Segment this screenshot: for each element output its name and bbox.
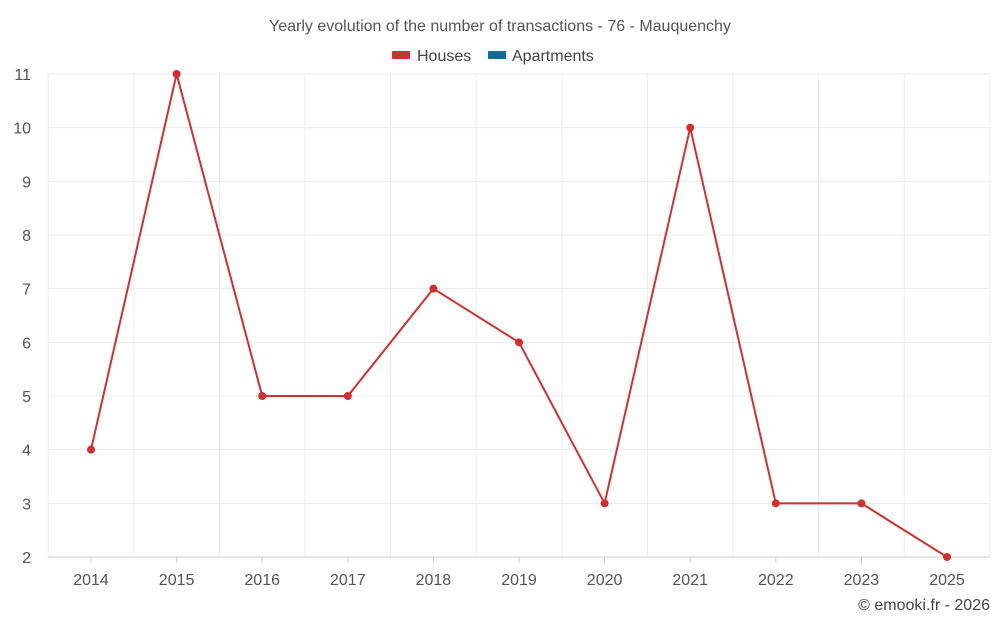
legend-label-houses[interactable]: Houses — [417, 48, 471, 65]
y-tick-label: 6 — [22, 335, 31, 352]
data-point[interactable] — [343, 392, 352, 400]
data-point[interactable] — [686, 123, 695, 132]
data-point[interactable] — [258, 392, 267, 400]
x-tick-label: 2016 — [244, 572, 280, 589]
data-point[interactable] — [515, 338, 523, 347]
x-tick-label: 2019 — [501, 572, 537, 589]
x-axis-ticks: 2014 2015 2016 2017 2018 2019 2020 2021 2022 2023… — [73, 557, 965, 589]
x-tick-label: 2022 — [758, 572, 794, 589]
y-tick-label: 9 — [22, 174, 31, 191]
grid — [47, 73, 991, 558]
y-tick-label: 5 — [22, 389, 31, 406]
x-tick-label: 2018 — [416, 572, 452, 589]
y-tick-label: 11 — [14, 67, 31, 84]
x-tick-label: 2023 — [844, 572, 880, 589]
data-point[interactable] — [172, 70, 181, 78]
data-point[interactable] — [600, 499, 609, 508]
x-tick-label: 2021 — [672, 572, 708, 589]
y-axis-ticks: 2 3 4 5 6 7 8 9 10 11 — [13, 67, 31, 567]
y-tick-label: 10 — [13, 121, 31, 138]
x-tick-label: 2015 — [159, 572, 195, 589]
x-tick-label: 2020 — [587, 572, 623, 589]
x-tick-label: 2025 — [929, 572, 965, 589]
legend-swatch-apartments[interactable] — [488, 51, 506, 59]
data-point[interactable] — [87, 445, 95, 454]
legend: Houses Apartments — [392, 48, 594, 65]
y-tick-label: 4 — [22, 443, 31, 460]
y-tick-label: 2 — [22, 550, 31, 567]
data-point[interactable] — [429, 284, 438, 293]
y-tick-label: 7 — [22, 282, 31, 299]
data-point[interactable] — [943, 553, 951, 561]
data-point[interactable] — [857, 499, 866, 508]
series-houses — [87, 70, 951, 561]
credit-text: © emooki.fr - 2026 — [858, 597, 990, 614]
legend-label-apartments[interactable]: Apartments — [512, 48, 594, 65]
x-tick-label: 2017 — [330, 572, 366, 589]
legend-swatch-houses[interactable] — [392, 51, 410, 59]
x-tick-label: 2014 — [73, 572, 109, 589]
y-tick-label: 3 — [22, 496, 31, 513]
chart-title: Yearly evolution of the number of transa… — [269, 18, 731, 35]
data-point[interactable] — [771, 499, 780, 508]
y-tick-label: 8 — [22, 228, 31, 245]
